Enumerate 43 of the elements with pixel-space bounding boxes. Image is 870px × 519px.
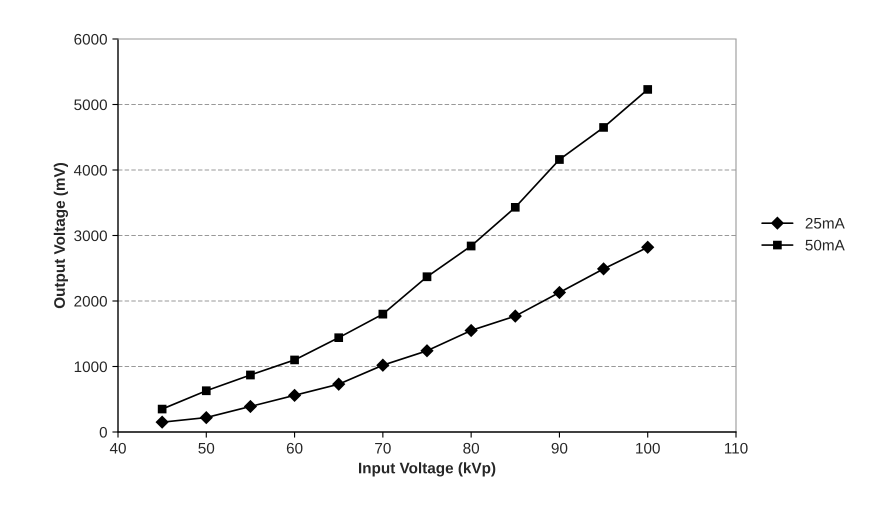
x-tick-label: 110: [724, 442, 748, 454]
y-tick-label: 1000: [74, 361, 107, 372]
point: [555, 155, 564, 164]
point: [641, 240, 654, 254]
point: [378, 310, 388, 318]
legend-label: 50mA: [806, 240, 845, 251]
x-tick-label: 90: [552, 442, 568, 454]
point: [156, 416, 169, 429]
point: [508, 310, 522, 322]
point: [244, 400, 257, 413]
x-tick-label: 50: [198, 442, 214, 454]
point: [599, 123, 608, 132]
legend-label: 25mA: [806, 218, 845, 229]
x-tick-label: 100: [636, 442, 660, 454]
y-tick-label: 0: [100, 426, 107, 438]
point: [200, 411, 213, 424]
point: [332, 378, 346, 391]
x-tick-label: 70: [375, 442, 391, 454]
point: [422, 272, 432, 282]
y-tick-label: 3000: [74, 230, 107, 242]
x-axis-title: Input Voltage (kVp): [358, 462, 496, 477]
point: [158, 404, 166, 414]
y-tick-label: 6000: [74, 34, 107, 45]
point: [288, 388, 301, 402]
x-tick-label: 40: [110, 442, 126, 454]
point: [510, 202, 520, 212]
point: [466, 242, 476, 250]
y-tick-label: 4000: [74, 164, 107, 176]
point: [290, 356, 299, 364]
point: [376, 358, 390, 372]
y-tick-label: 5000: [74, 99, 107, 110]
point: [553, 286, 566, 299]
point: [202, 386, 211, 396]
y-tick-label: 2000: [74, 296, 107, 307]
point: [334, 333, 344, 342]
point: [420, 344, 434, 358]
point: [246, 370, 255, 380]
point: [464, 324, 478, 337]
y-axis-title: Output Voltage (mV): [54, 162, 68, 308]
point: [597, 262, 610, 276]
point: [643, 85, 652, 94]
x-tick-label: 80: [463, 442, 480, 454]
x-tick-label: 60: [286, 442, 302, 454]
